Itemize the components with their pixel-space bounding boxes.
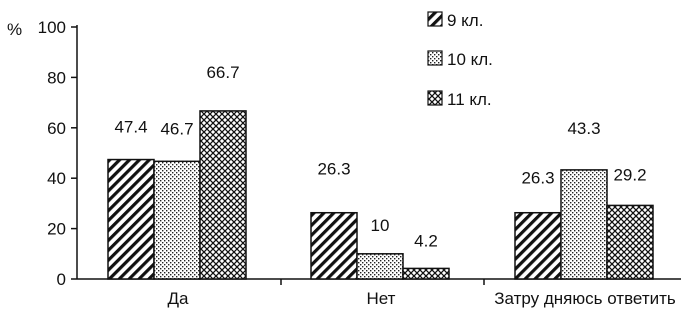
legend-swatch: [427, 90, 443, 106]
x-category-label: Да: [168, 289, 190, 308]
y-tick-label: 100: [38, 18, 66, 37]
data-label: 66.7: [206, 63, 239, 82]
y-unit-label: %: [7, 20, 22, 39]
x-category-label: Нет: [367, 289, 396, 308]
x-category-label: Затру дняюсь ответить: [494, 289, 676, 308]
legend-swatch: [427, 50, 443, 66]
data-label: 26.3: [521, 169, 554, 188]
bar: [606, 204, 654, 280]
bar: [107, 158, 155, 280]
legend-label: 11 кл.: [447, 90, 492, 109]
legend-label: 10 кл.: [447, 50, 493, 69]
bar: [310, 211, 358, 280]
data-label: 10: [371, 216, 390, 235]
axes: 0 20 40 60 80 100% Да Нет Затру дняюсь ответить: [7, 18, 681, 308]
bars: [107, 110, 654, 280]
y-tick-label: 0: [57, 270, 66, 289]
bar: [153, 160, 201, 280]
legend-swatch: [427, 11, 443, 27]
bar: [356, 253, 404, 280]
y-tick-label: 40: [47, 169, 66, 188]
data-label: 29.2: [613, 165, 646, 184]
data-labels: 47.4 26.3 26.3 46.7 10 43.3 66.7 4.2 29.2: [114, 63, 646, 251]
bar: [560, 169, 608, 280]
bar: [199, 110, 247, 280]
legend-label: 9 кл.: [447, 11, 483, 30]
data-label: 46.7: [160, 119, 193, 138]
y-tick-label: 20: [47, 220, 66, 239]
y-tick-label: 80: [47, 68, 66, 87]
legend: 9 кл. 10 кл. 11 кл.: [427, 11, 493, 109]
data-label: 4.2: [414, 231, 438, 250]
y-tick-label: 60: [47, 119, 66, 138]
bar: [514, 211, 562, 280]
data-label: 43.3: [567, 119, 600, 138]
data-label: 47.4: [114, 118, 147, 137]
bar: [402, 267, 450, 280]
data-label: 26.3: [317, 160, 350, 179]
